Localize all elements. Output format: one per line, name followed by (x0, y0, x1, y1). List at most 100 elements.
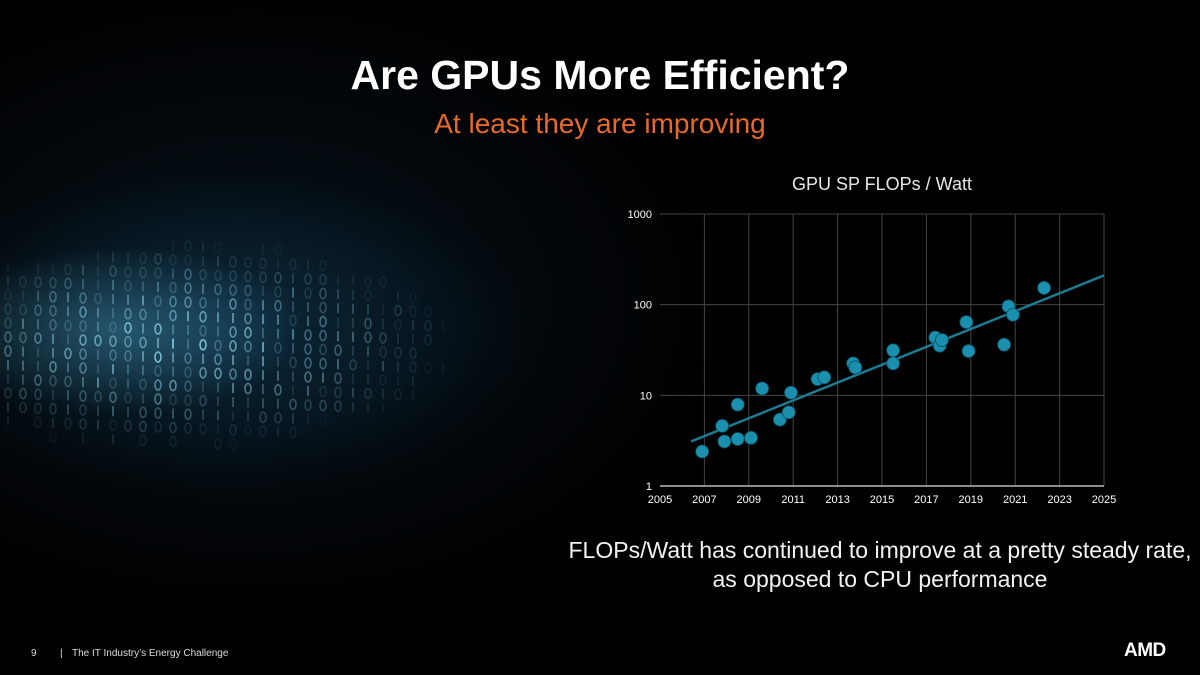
data-point (781, 405, 796, 420)
footer-separator: | (60, 648, 63, 659)
matrix-glyph (409, 305, 417, 318)
matrix-glyph (4, 289, 12, 301)
y-tick-label: 100 (634, 300, 652, 312)
matrix-glyph (112, 364, 114, 375)
matrix-glyph (292, 413, 294, 424)
x-tick-label: 2017 (914, 494, 938, 506)
matrix-glyph (94, 390, 102, 403)
matrix-glyph (4, 303, 12, 315)
matrix-glyph (154, 323, 162, 335)
data-point (817, 370, 832, 385)
matrix-glyph (199, 268, 207, 281)
matrix-glyph (79, 320, 87, 332)
matrix-glyph (349, 358, 357, 371)
matrix-glyph (337, 331, 339, 342)
matrix-glyph (67, 362, 69, 373)
matrix-glyph (4, 387, 12, 399)
matrix-glyph (64, 375, 72, 388)
matrix-glyph (139, 420, 147, 433)
matrix-glyph (352, 345, 354, 356)
matrix-glyph (4, 317, 12, 329)
matrix-glyph (169, 295, 177, 308)
matrix-glyph (364, 317, 372, 330)
matrix-glyph (337, 317, 339, 328)
matrix-glyph (319, 399, 327, 412)
matrix-glyph (262, 356, 264, 367)
matrix-glyph (277, 314, 279, 325)
matrix-glyph (217, 424, 219, 435)
matrix-glyph (292, 301, 294, 312)
matrix-glyph (49, 290, 57, 303)
matrix-glyph (97, 265, 99, 276)
x-tick-label: 2005 (648, 494, 672, 506)
x-tick-label: 2015 (870, 494, 894, 506)
matrix-glyph (139, 252, 147, 265)
matrix-glyph (109, 419, 117, 432)
matrix-glyph (352, 317, 354, 328)
matrix-glyph (7, 276, 9, 286)
matrix-glyph (397, 375, 399, 386)
matrix-glyph (19, 401, 27, 414)
matrix-glyph (169, 421, 177, 434)
matrix-glyph (79, 418, 87, 430)
matrix-glyph (67, 306, 69, 317)
matrix-glyph (394, 318, 402, 331)
matrix-glyph (139, 266, 147, 279)
matrix-glyph (304, 357, 312, 369)
matrix-glyph (232, 411, 234, 421)
matrix-glyph (109, 321, 117, 334)
matrix-glyph (217, 410, 219, 421)
matrix-glyph (259, 271, 267, 284)
matrix-glyph (304, 329, 312, 341)
matrix-glyph (109, 265, 117, 278)
data-point (772, 412, 787, 427)
matrix-glyph (274, 271, 282, 284)
matrix-glyph (109, 335, 117, 348)
matrix-glyph (97, 377, 99, 388)
matrix-glyph (124, 307, 132, 320)
matrix-glyph (442, 321, 444, 332)
matrix-glyph (67, 404, 69, 415)
matrix-glyph (382, 403, 384, 413)
matrix-glyph (352, 289, 354, 300)
matrix-glyph (199, 324, 207, 337)
matrix-glyph (229, 270, 237, 282)
matrix-glyph (259, 425, 267, 438)
matrix-glyph (139, 406, 147, 419)
matrix-glyph (352, 401, 354, 412)
data-point (695, 444, 710, 459)
matrix-glyph (247, 411, 249, 422)
matrix-glyph (169, 435, 177, 448)
matrix-glyph (292, 329, 294, 340)
matrix-glyph (172, 408, 174, 419)
data-point (717, 434, 732, 449)
matrix-glyph (7, 262, 9, 272)
matrix-glyph (184, 268, 192, 281)
matrix-glyph (262, 328, 264, 339)
matrix-glyph (397, 361, 399, 372)
matrix-glyph (364, 289, 372, 302)
matrix-glyph (187, 311, 189, 322)
matrix-glyph (199, 338, 207, 351)
matrix-glyph (52, 333, 54, 344)
matrix-glyph (397, 333, 399, 344)
matrix-glyph (352, 303, 354, 314)
matrix-glyph (262, 398, 264, 409)
slide-subtitle: At least they are improving (434, 108, 766, 139)
matrix-glyph (112, 294, 114, 305)
matrix-glyph (394, 388, 402, 401)
matrix-glyph (229, 326, 237, 338)
matrix-glyph (154, 351, 162, 363)
matrix-glyph (97, 251, 99, 262)
matrix-glyph (49, 430, 57, 443)
matrix-glyph (367, 402, 369, 413)
matrix-glyph (124, 349, 132, 362)
matrix-glyph (124, 419, 132, 432)
matrix-glyph (382, 389, 384, 399)
matrix-glyph (319, 273, 327, 286)
matrix-glyph (229, 368, 237, 380)
x-tick-label: 2007 (692, 494, 716, 506)
matrix-glyph (19, 331, 27, 344)
matrix-glyph (4, 331, 12, 343)
matrix-glyph (97, 349, 99, 360)
